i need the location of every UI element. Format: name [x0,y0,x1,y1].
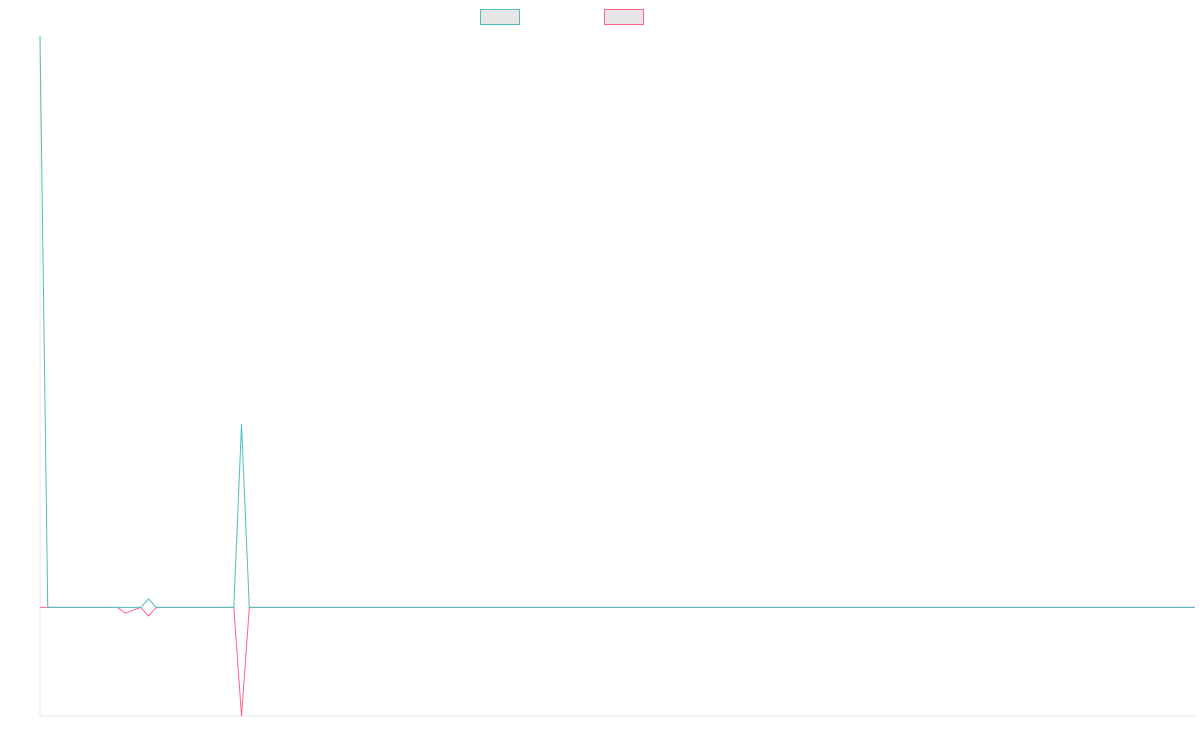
legend-swatch-series-1 [480,9,520,25]
legend-swatch-series-2 [604,9,644,25]
series-line-2 [40,606,1195,717]
series-line-1 [39,35,1195,608]
legend [0,9,1200,27]
legend-item-series-2[interactable] [604,9,650,25]
legend-item-series-1[interactable] [480,9,526,25]
